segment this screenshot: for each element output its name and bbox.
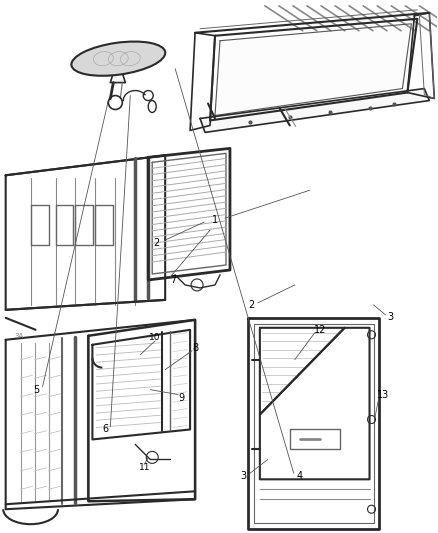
Text: 3: 3 <box>240 471 246 481</box>
Text: 10: 10 <box>149 333 161 342</box>
Text: 2: 2 <box>153 238 159 248</box>
Ellipse shape <box>71 42 165 76</box>
Text: 1: 1 <box>212 215 218 225</box>
Text: 9: 9 <box>178 393 184 402</box>
Text: 3: 3 <box>387 312 393 322</box>
Text: 4: 4 <box>297 471 303 481</box>
Text: 2: 2 <box>248 300 254 310</box>
Text: 13: 13 <box>378 390 390 400</box>
Polygon shape <box>210 19 417 120</box>
Text: 11: 11 <box>138 463 150 472</box>
Text: 7: 7 <box>170 275 176 285</box>
Text: 12: 12 <box>314 325 326 335</box>
Polygon shape <box>110 72 125 83</box>
Text: 5: 5 <box>33 385 40 394</box>
Text: 8: 8 <box>192 343 198 353</box>
Text: 3A: 3A <box>14 333 23 339</box>
Polygon shape <box>200 88 429 132</box>
Text: 6: 6 <box>102 424 109 434</box>
